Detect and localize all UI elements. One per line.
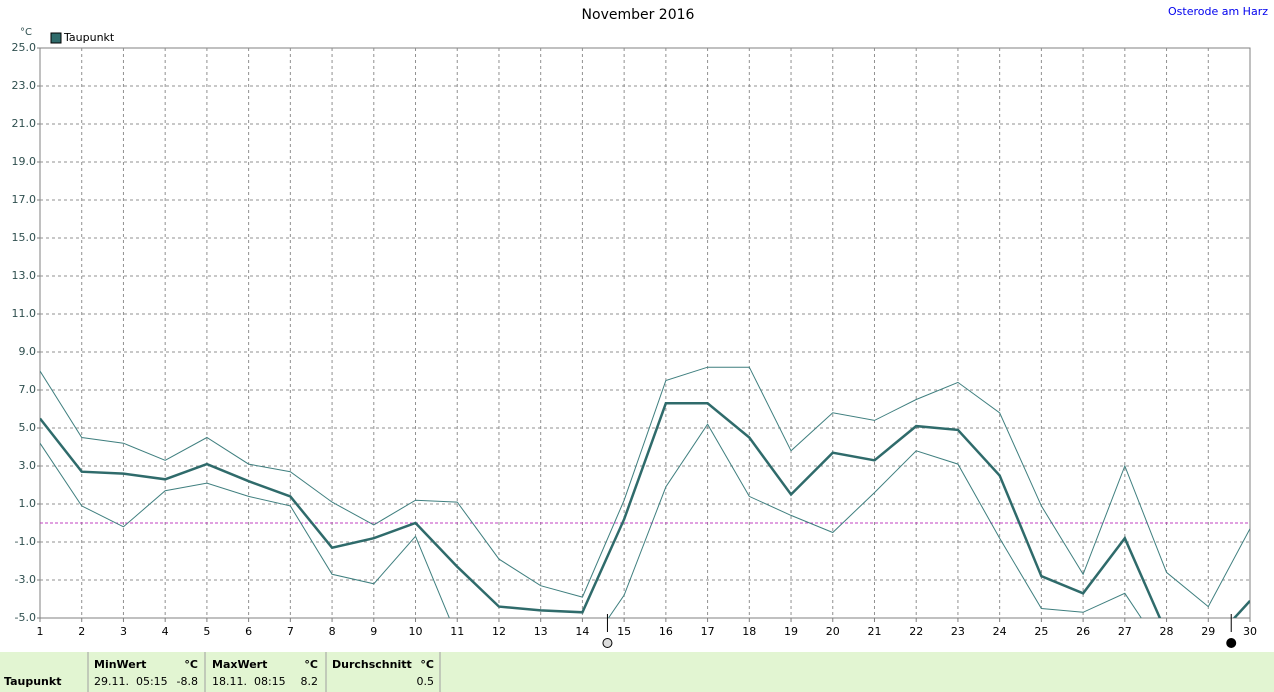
y-tick-label: 3.0: [19, 459, 37, 472]
table-cell: 18.11. 08:15: [212, 675, 286, 688]
table-cell: 0.5: [417, 675, 435, 688]
table-header: MaxWert: [212, 658, 267, 671]
x-tick-label: 23: [951, 625, 965, 638]
stats-table: MinWert °C MaxWert °C Durchschnitt °C Taupunkt…: [4, 658, 434, 688]
table-header: °C: [420, 658, 434, 671]
y-tick-label: -3.0: [15, 573, 36, 586]
x-tick-label: 1: [37, 625, 44, 638]
y-tick-label: 7.0: [19, 383, 37, 396]
y-tick-label: 5.0: [19, 421, 37, 434]
x-tick-label: 24: [993, 625, 1007, 638]
x-tick-label: 26: [1076, 625, 1090, 638]
x-tick-label: 15: [617, 625, 631, 638]
x-tick-label: 13: [534, 625, 548, 638]
x-tick-label: 20: [826, 625, 840, 638]
table-header: Durchschnitt: [332, 658, 412, 671]
y-axis-label: °C: [20, 27, 32, 38]
y-tick-label: 13.0: [12, 269, 37, 282]
x-tick-label: 11: [450, 625, 464, 638]
y-tick-label: -1.0: [15, 535, 36, 548]
x-tick-label: 3: [120, 625, 127, 638]
series-line: [40, 402, 1250, 618]
y-tick-label: 23.0: [12, 79, 37, 92]
y-tick-label: 17.0: [12, 193, 37, 206]
y-tick-label: 1.0: [19, 497, 37, 510]
moon-icon: [1226, 638, 1237, 648]
x-tick-label: 17: [701, 625, 715, 638]
table-header: °C: [304, 658, 318, 671]
x-tick-label: 6: [245, 625, 252, 638]
x-tick-label: 12: [492, 625, 506, 638]
x-tick-label: 10: [409, 625, 423, 638]
x-tick-label: 30: [1243, 625, 1257, 638]
location: Osterode am Harz: [1168, 5, 1268, 18]
x-tick-label: 7: [287, 625, 294, 638]
table-cell: 8.2: [301, 675, 319, 688]
table-cell: Taupunkt: [4, 675, 61, 688]
x-tick-label: 22: [909, 625, 923, 638]
y-tick-label: 15.0: [12, 231, 37, 244]
x-tick-label: 28: [1160, 625, 1174, 638]
chart-title: November 2016: [582, 7, 695, 23]
x-tick-label: 16: [659, 625, 673, 638]
legend-swatch: [50, 32, 62, 44]
table-cell: 29.11. 05:15: [94, 675, 168, 688]
legend-label: Taupunkt: [63, 31, 115, 44]
moon-icon: [602, 638, 613, 648]
x-tick-label: 14: [575, 625, 589, 638]
x-tick-label: 19: [784, 625, 798, 638]
x-tick-label: 8: [329, 625, 336, 638]
y-tick-label: 25.0: [12, 41, 37, 54]
x-tick-label: 18: [742, 625, 756, 638]
range-line: [40, 423, 1142, 618]
y-tick-label: 19.0: [12, 155, 37, 168]
x-tick-label: 21: [867, 625, 881, 638]
stats-background: [0, 652, 1274, 692]
y-tick-label: 9.0: [19, 345, 37, 358]
x-tick-label: 29: [1201, 625, 1215, 638]
table-cell: -8.8: [177, 675, 198, 688]
table-header: °C: [184, 658, 198, 671]
x-tick-label: 9: [370, 625, 377, 638]
x-tick-label: 5: [203, 625, 210, 638]
y-tick-label: -5.0: [15, 611, 36, 624]
table-header: MinWert: [94, 658, 146, 671]
plot-border: [39, 47, 1251, 619]
x-tick-label: 4: [162, 625, 169, 638]
x-tick-label: 2: [78, 625, 85, 638]
range-line: [40, 366, 1250, 608]
x-tick-label: 27: [1118, 625, 1132, 638]
y-tick-label: 21.0: [12, 117, 37, 130]
y-tick-label: 11.0: [12, 307, 37, 320]
x-tick-label: 25: [1034, 625, 1048, 638]
